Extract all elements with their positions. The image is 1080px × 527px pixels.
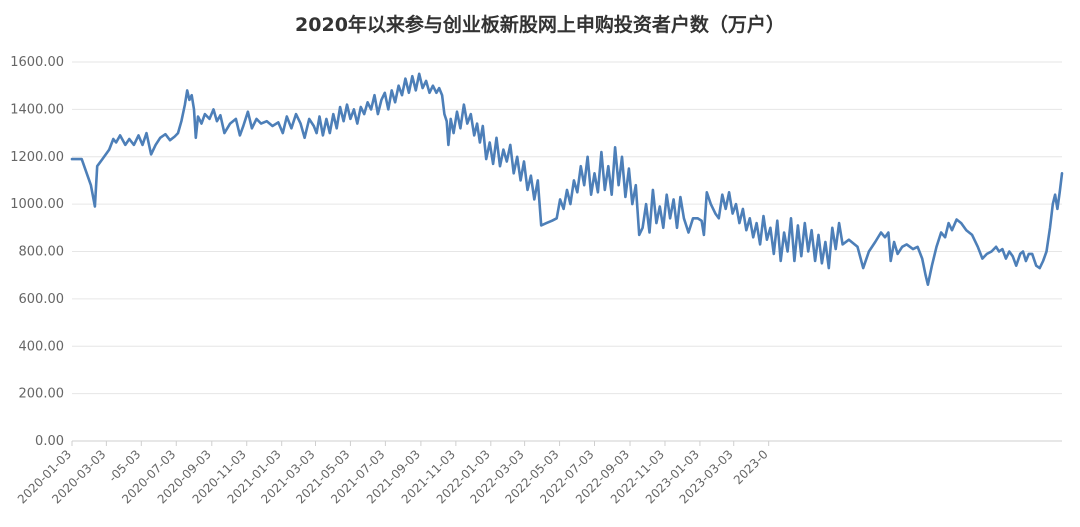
y-tick-label: 1200.00: [10, 150, 64, 165]
y-tick-label: 200.00: [19, 387, 65, 402]
y-tick-label: 0.00: [35, 434, 64, 449]
y-tick-label: 400.00: [19, 339, 65, 354]
chart-title: 2020年以来参与创业板新股网上申购投资者户数（万户）: [295, 14, 785, 36]
y-axis: 0.00 200.00 400.00 600.00 800.00 1000.00 1200.…: [10, 55, 64, 449]
y-tick-label: 1600.00: [10, 55, 64, 70]
grid-layer: [72, 61, 1062, 442]
y-tick-label: 1400.00: [10, 102, 64, 117]
series-layer: [70, 72, 1064, 286]
x-tick-label: 2023-0: [731, 447, 771, 487]
series-line: [70, 72, 1064, 286]
y-tick-label: 1000.00: [10, 197, 64, 212]
x-axis: 2020-01-032020-03-03-05-032020-07-032020…: [15, 441, 771, 506]
y-tick-label: 600.00: [19, 292, 65, 307]
y-tick-label: 800.00: [19, 245, 65, 260]
